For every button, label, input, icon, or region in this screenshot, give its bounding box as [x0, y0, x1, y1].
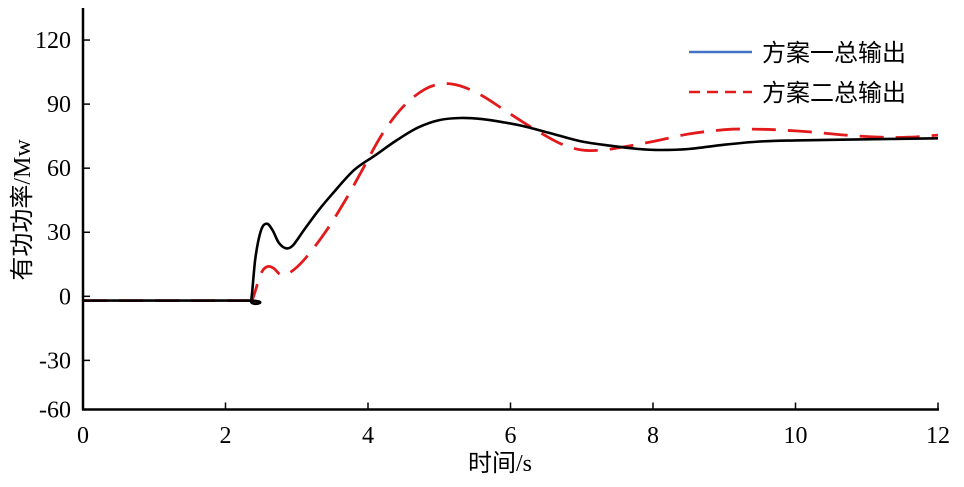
series-line-1: [82, 116, 939, 306]
ticks: 0 2 4 6 8 10 12 120 90 60 30 0 -30 -60: [35, 28, 950, 449]
legend-label-series-1: 方案一总输出: [762, 40, 906, 67]
series-layer: [82, 82, 939, 306]
series-line-2: [82, 82, 939, 304]
x-axis-label: 时间/s: [468, 450, 532, 477]
axes: [81, 8, 939, 411]
y-tick-label: 60: [47, 156, 71, 182]
legend-label-series-2: 方案二总输出: [762, 80, 906, 107]
x-tick-label: 4: [362, 423, 374, 449]
x-tick-label: 6: [505, 423, 517, 449]
y-tick-label: 90: [47, 92, 71, 118]
x-tick-label: 2: [220, 423, 232, 449]
x-tick-label: 0: [77, 423, 89, 449]
y-tick-label: -60: [39, 398, 71, 424]
y-tick-label: 30: [47, 220, 71, 246]
x-tick-label: 12: [926, 423, 950, 449]
y-tick-label: -30: [39, 348, 71, 374]
y-tick-label: 0: [59, 284, 71, 310]
x-tick-label: 10: [784, 423, 808, 449]
legend: 方案一总输出 方案二总输出: [689, 40, 906, 107]
x-tick-label: 8: [647, 423, 659, 449]
y-tick-label: 120: [35, 28, 71, 54]
y-axis-label: 有功功率/Mw: [9, 139, 36, 281]
